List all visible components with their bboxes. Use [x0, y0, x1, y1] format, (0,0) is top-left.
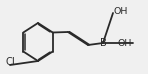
Text: B: B [100, 38, 106, 48]
Text: Cl: Cl [5, 57, 15, 67]
Text: OH: OH [114, 7, 128, 17]
Text: OH: OH [118, 40, 132, 48]
